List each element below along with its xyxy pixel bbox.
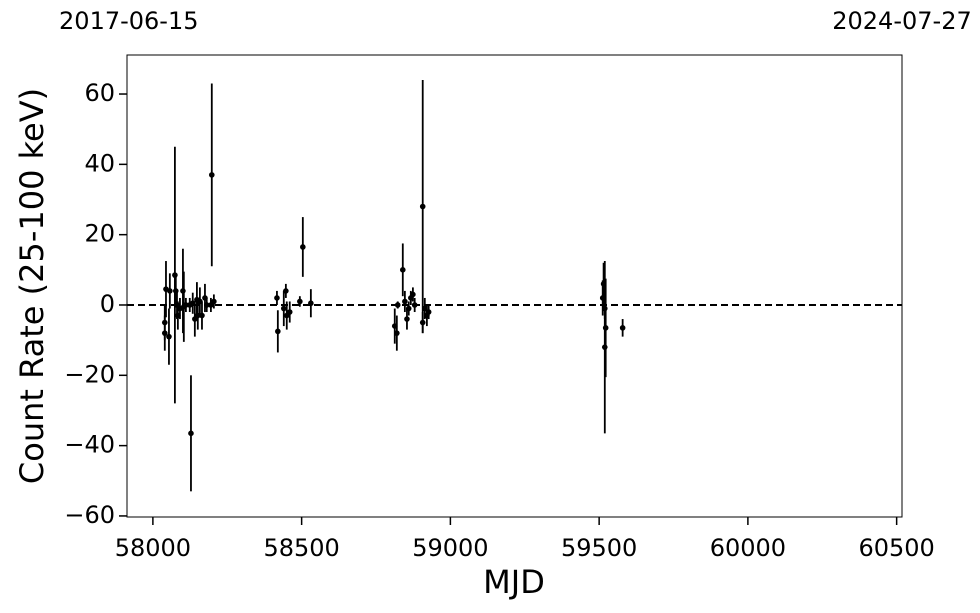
point bbox=[286, 309, 293, 315]
x-axis-label: MJD bbox=[483, 563, 545, 601]
y-tick-label: 20 bbox=[84, 220, 115, 248]
x-tick-label: 60500 bbox=[858, 534, 934, 562]
point bbox=[300, 244, 306, 250]
y-tick-label: 60 bbox=[84, 79, 115, 107]
x-tick-label: 60000 bbox=[710, 534, 786, 562]
x-tick-label: 59500 bbox=[561, 534, 637, 562]
point bbox=[419, 203, 426, 210]
point bbox=[280, 305, 287, 312]
point bbox=[399, 267, 406, 273]
point bbox=[308, 300, 314, 307]
point bbox=[211, 298, 217, 305]
point bbox=[619, 325, 626, 331]
y-tick-label: −40 bbox=[64, 431, 115, 459]
y-axis-label: Count Rate (25-100 keV) bbox=[13, 88, 51, 484]
point bbox=[275, 328, 281, 335]
y-tick-label: −20 bbox=[64, 360, 115, 388]
point bbox=[297, 298, 303, 305]
point bbox=[405, 305, 412, 312]
y-tick-label: −60 bbox=[64, 501, 115, 529]
point bbox=[199, 312, 205, 319]
point bbox=[394, 330, 400, 336]
point bbox=[203, 302, 210, 308]
y-tick-label: 0 bbox=[100, 290, 115, 318]
point bbox=[167, 288, 173, 294]
top-x-tick-label: 2024-07-27 bbox=[832, 7, 971, 35]
y-tick-label: 40 bbox=[84, 149, 115, 177]
point bbox=[410, 291, 416, 298]
point bbox=[411, 302, 418, 308]
point bbox=[188, 430, 194, 437]
x-tick-label: 58500 bbox=[263, 534, 339, 562]
point bbox=[402, 298, 408, 305]
point bbox=[172, 272, 178, 278]
point bbox=[166, 333, 172, 340]
point bbox=[404, 316, 410, 322]
point bbox=[425, 309, 432, 315]
point bbox=[183, 302, 189, 308]
point bbox=[208, 172, 215, 178]
point bbox=[283, 288, 289, 294]
point bbox=[161, 319, 168, 326]
point bbox=[274, 295, 280, 301]
x-tick-label: 59000 bbox=[412, 534, 488, 562]
plot-frame bbox=[126, 54, 903, 518]
point bbox=[394, 302, 401, 308]
top-x-tick-label: 2017-06-15 bbox=[59, 7, 198, 35]
point bbox=[419, 319, 426, 326]
point bbox=[602, 325, 609, 331]
x-tick-label: 58000 bbox=[115, 534, 191, 562]
